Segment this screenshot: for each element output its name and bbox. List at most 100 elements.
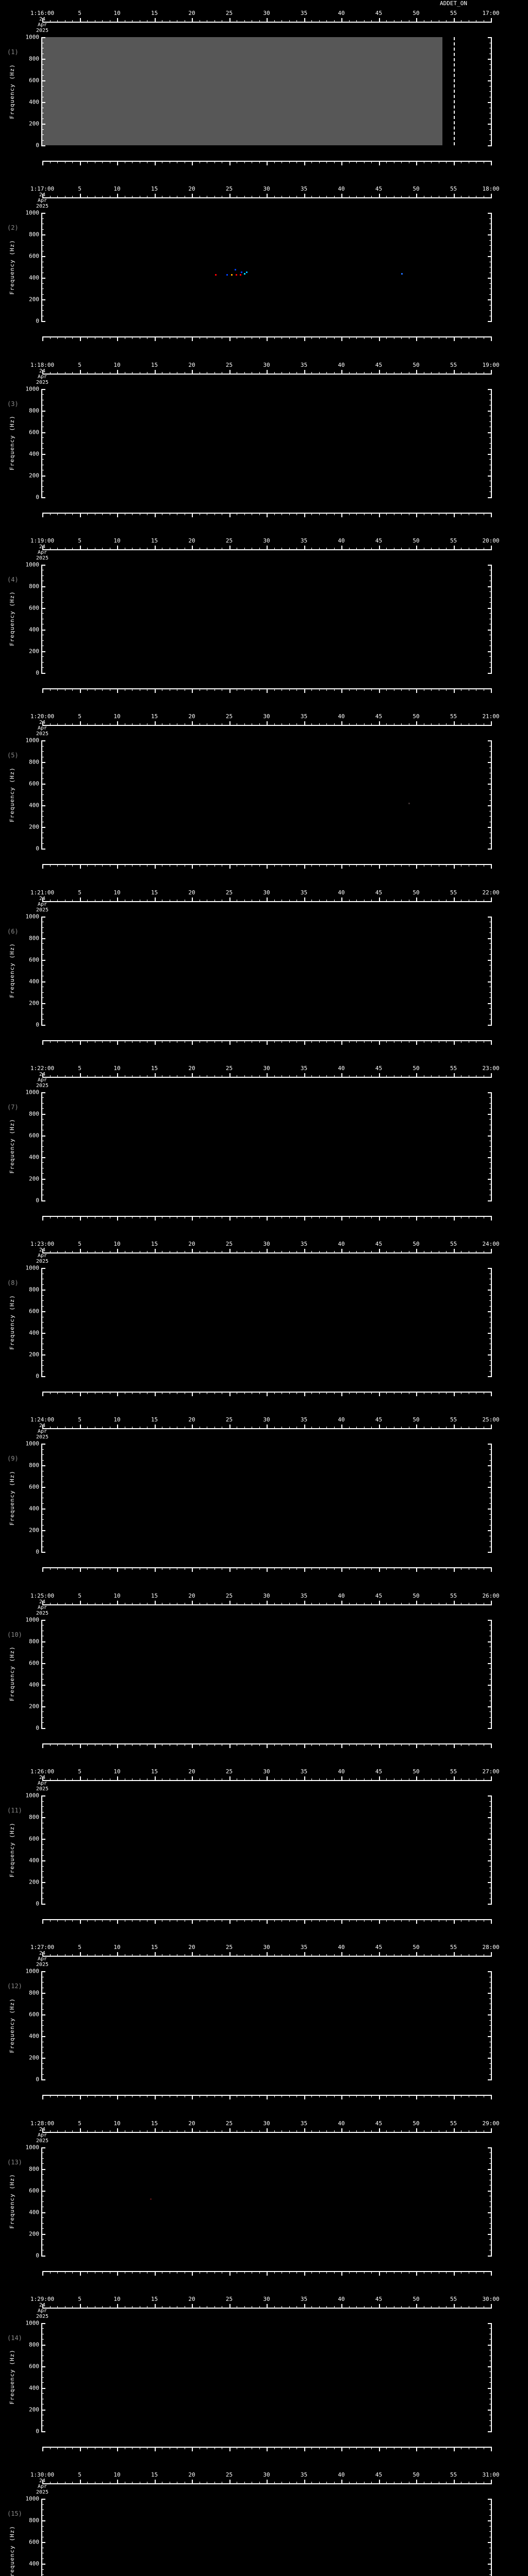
y-minor-tick: [41, 1300, 44, 1301]
y-major-tick: [41, 2058, 45, 2059]
x-minor-tick: [259, 2270, 260, 2274]
x-minor-tick: [446, 864, 447, 867]
x-tick-label: 40: [338, 1592, 345, 1599]
x-minor-tick: [356, 864, 357, 867]
x-tick-label: 35: [300, 185, 308, 193]
y-tick-label: 600: [29, 1308, 39, 1315]
x-major-tick: [42, 2446, 43, 2451]
x-minor-tick: [214, 899, 215, 902]
y-tick-label: 0: [36, 1197, 39, 1204]
x-minor-tick: [401, 2130, 402, 2133]
x-minor-tick: [57, 1602, 58, 1605]
x-major-tick: [341, 18, 342, 23]
y-minor-tick-right: [489, 75, 492, 76]
x-minor-tick: [446, 196, 447, 199]
x-major-tick: [229, 545, 230, 550]
y-major-tick-right: [488, 2387, 492, 2389]
y-minor-tick-right: [489, 2009, 492, 2010]
x-minor-tick: [349, 1743, 350, 1746]
y-minor-tick: [41, 1871, 44, 1872]
y-minor-tick-right: [489, 86, 492, 87]
y-major-tick-right: [488, 299, 492, 301]
x-minor-tick: [132, 1602, 133, 1605]
x-tick-label: 25: [225, 361, 233, 368]
y-tick-label: 0: [36, 669, 39, 676]
x-tick-label: 20: [188, 1592, 195, 1599]
x-minor-tick: [334, 1215, 335, 1218]
x-tick-label: 29:00: [482, 2120, 500, 2127]
x-major-tick: [378, 721, 380, 726]
x-minor-tick: [259, 2306, 260, 2309]
x-minor-tick: [244, 1040, 245, 1043]
x-tick-label: 30: [263, 1592, 270, 1599]
x-minor-tick: [334, 1919, 335, 1922]
x-minor-tick: [274, 1075, 275, 1078]
y-minor-tick-right: [489, 2382, 492, 2383]
x-minor-tick: [289, 1954, 290, 1957]
y-minor-tick-right: [489, 1866, 492, 1867]
x-minor-tick: [244, 2482, 245, 2485]
x-minor-tick: [72, 1427, 73, 1430]
y-tick-label: 800: [29, 758, 39, 766]
x-minor-tick: [87, 1075, 88, 1078]
y-minor-tick-right: [489, 1322, 492, 1323]
x-tick-label: 55: [450, 185, 457, 193]
x-minor-tick: [446, 161, 447, 163]
x-major-tick: [229, 2303, 230, 2309]
date-line: Apr: [37, 2484, 47, 2490]
x-minor-tick: [401, 512, 402, 515]
x-minor-tick: [72, 161, 73, 163]
y-major-tick-right: [488, 2520, 492, 2522]
x-major-tick: [267, 1249, 268, 1254]
x-minor-tick: [371, 2306, 372, 2309]
y-tick-label: 800: [29, 1110, 39, 1117]
x-minor-tick: [132, 547, 133, 550]
x-minor-tick: [386, 2306, 387, 2309]
x-major-tick: [453, 336, 455, 342]
date-line: 2025: [36, 1786, 49, 1792]
x-minor-tick: [371, 723, 372, 726]
x-major-tick: [192, 1952, 193, 1957]
x-minor-tick: [401, 1954, 402, 1957]
x-minor-tick: [289, 1567, 290, 1570]
y-tick-label: 0: [36, 1900, 39, 1907]
date-stack-label: 24 Apr 2025: [36, 1775, 48, 1792]
panel-number-label: (14): [7, 2334, 22, 2342]
y-major-tick-right: [488, 1354, 492, 1356]
y-major-tick-right: [488, 1157, 492, 1158]
x-minor-tick: [364, 1040, 365, 1043]
x-minor-tick: [326, 2482, 327, 2485]
x-major-tick: [378, 1249, 380, 1254]
data-point-marker: [215, 274, 217, 276]
spectrogram-panel: 1:18:00 5 10 15 20 25 30 35 40 45 50 55 19:00 24 Apr 20…: [0, 352, 528, 528]
x-minor-tick: [326, 2095, 327, 2098]
y-minor-tick-right: [489, 2020, 492, 2021]
x-minor-tick: [296, 1567, 297, 1570]
x-minor-tick: [446, 512, 447, 515]
y-minor-tick: [41, 1322, 44, 1323]
panel-number-label: (13): [7, 2158, 22, 2166]
x-minor-tick: [274, 196, 275, 199]
x-minor-tick: [214, 723, 215, 726]
x-tick-label: 55: [450, 2120, 457, 2127]
y-axis-left-spine: [41, 2499, 42, 2576]
y-major-tick: [41, 2255, 45, 2257]
x-minor-tick: [132, 20, 133, 23]
x-major-tick: [453, 1919, 455, 1924]
x-minor-tick: [371, 512, 372, 515]
x-axis-bottom: [42, 1215, 492, 1221]
x-major-tick: [378, 336, 380, 342]
x-tick-label: 31:00: [482, 2471, 500, 2479]
date-line: 2025: [36, 2489, 49, 2496]
x-major-tick: [42, 1776, 43, 1781]
y-major-tick: [41, 234, 45, 236]
y-minor-tick: [41, 992, 44, 993]
x-major-tick: [192, 2128, 193, 2133]
x-minor-tick: [431, 1392, 432, 1395]
x-minor-tick: [87, 688, 88, 691]
x-minor-tick: [371, 1567, 372, 1570]
x-minor-tick: [364, 2130, 365, 2133]
x-minor-tick: [349, 161, 350, 163]
x-minor-tick: [364, 1778, 365, 1781]
